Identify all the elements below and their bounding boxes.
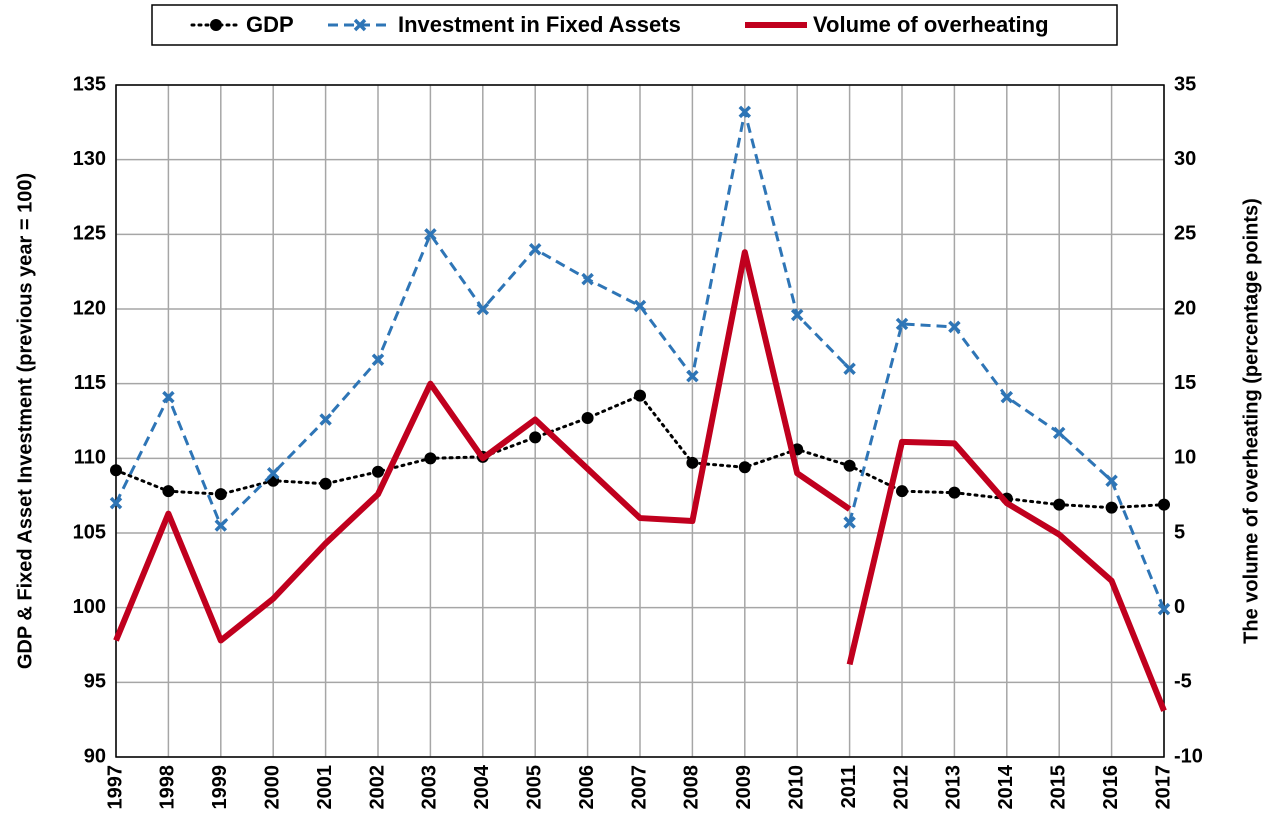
y2-tick-label: 35 — [1174, 73, 1196, 95]
y-tick-label: 120 — [73, 297, 106, 319]
x-tick-label: 2007 — [628, 765, 650, 810]
data-point — [896, 485, 908, 498]
data-point — [1157, 602, 1171, 616]
data-point — [790, 308, 804, 322]
x-tick-label: 2009 — [733, 765, 755, 810]
data-point — [1000, 390, 1014, 404]
y-tick-label: 130 — [73, 148, 106, 170]
plot-border — [115, 84, 1165, 758]
data-point — [581, 412, 594, 425]
x-tick-label: 2011 — [838, 765, 860, 808]
y2-tick-label: 30 — [1174, 148, 1196, 170]
data-point — [686, 456, 699, 469]
data-point — [738, 461, 751, 474]
y-tick-label: 110 — [74, 447, 106, 469]
y-tick-label: 125 — [73, 223, 106, 245]
x-tick-label: 2000 — [261, 765, 283, 810]
y2-axis-title: The volume of overheating (percentage po… — [1240, 198, 1262, 644]
data-point — [162, 390, 175, 404]
legend-label: GDP — [246, 12, 294, 37]
series-line — [114, 393, 1166, 510]
y2-tick-label: -10 — [1174, 745, 1203, 767]
y-tick-label: 105 — [73, 521, 106, 543]
x-tick-label: 2001 — [314, 765, 336, 810]
data-point — [424, 452, 437, 465]
data-point — [581, 272, 594, 286]
x-tick-label: 2008 — [681, 765, 703, 810]
data-point — [1053, 498, 1066, 511]
data-point — [895, 317, 909, 331]
data-point — [266, 467, 280, 480]
data-point — [528, 243, 542, 256]
y-tick-label: 115 — [74, 372, 106, 394]
data-point — [529, 431, 542, 444]
data-point — [1105, 474, 1118, 487]
data-point — [109, 496, 123, 510]
y-tick-label: 135 — [73, 73, 106, 95]
data-point — [634, 389, 646, 402]
data-point — [1052, 426, 1066, 440]
x-tick-label: 1997 — [104, 765, 126, 810]
x-tick-label: 1999 — [209, 765, 231, 810]
y-tick-label: 95 — [84, 671, 106, 693]
data-point — [424, 228, 437, 241]
legend-box — [151, 4, 1118, 46]
data-point — [476, 302, 490, 316]
data-point — [214, 519, 228, 532]
y-tick-label: 100 — [73, 596, 106, 618]
data-point — [319, 477, 332, 490]
x-tick-label: 2006 — [576, 765, 598, 810]
x-tick-label: 2013 — [943, 765, 965, 810]
x-tick-label: 2015 — [1047, 765, 1069, 810]
data-point — [843, 459, 856, 472]
data-point — [371, 353, 385, 367]
data-point — [948, 486, 961, 499]
data-point — [1105, 501, 1118, 514]
data-point — [162, 485, 175, 498]
data-point — [1158, 498, 1170, 511]
y2-tick-label: 15 — [1174, 372, 1196, 394]
x-tick-label: 2010 — [785, 765, 807, 810]
data-point — [372, 465, 384, 478]
y2-tick-label: 25 — [1174, 223, 1196, 245]
y2-tick-label: -5 — [1174, 671, 1192, 693]
data-point — [843, 362, 856, 375]
data-point — [633, 299, 647, 313]
x-tick-label: 1998 — [157, 765, 179, 810]
legend-marker — [210, 19, 222, 31]
x-tick-label: 2003 — [419, 765, 441, 810]
x-tick-label: 2016 — [1100, 765, 1122, 810]
data-point — [686, 369, 699, 383]
x-tick-label: 2014 — [995, 764, 1017, 809]
y-tick-label: 90 — [84, 745, 106, 767]
y2-tick-label: 10 — [1174, 447, 1196, 469]
y2-tick-label: 5 — [1174, 521, 1185, 543]
y-axis-title: GDP & Fixed Asset Investment (previous y… — [14, 173, 36, 669]
series-line — [113, 249, 1167, 712]
legend-label: Investment in Fixed Assets — [398, 12, 681, 37]
x-tick-label: 2004 — [471, 764, 493, 809]
x-tick-label: 2005 — [523, 765, 545, 810]
data-point — [843, 516, 856, 529]
x-tick-label: 2012 — [890, 765, 912, 810]
x-tick-label: 2002 — [366, 765, 388, 810]
data-point — [110, 464, 122, 477]
y2-tick-label: 0 — [1174, 596, 1185, 618]
data-point — [948, 320, 961, 334]
y2-tick-label: 20 — [1174, 297, 1196, 319]
data-point — [319, 413, 332, 426]
data-point — [738, 105, 752, 119]
legend-label: Volume of overheating — [813, 12, 1049, 37]
legend-marker — [353, 18, 367, 32]
data-point — [214, 488, 227, 501]
x-tick-label: 2017 — [1152, 765, 1174, 810]
